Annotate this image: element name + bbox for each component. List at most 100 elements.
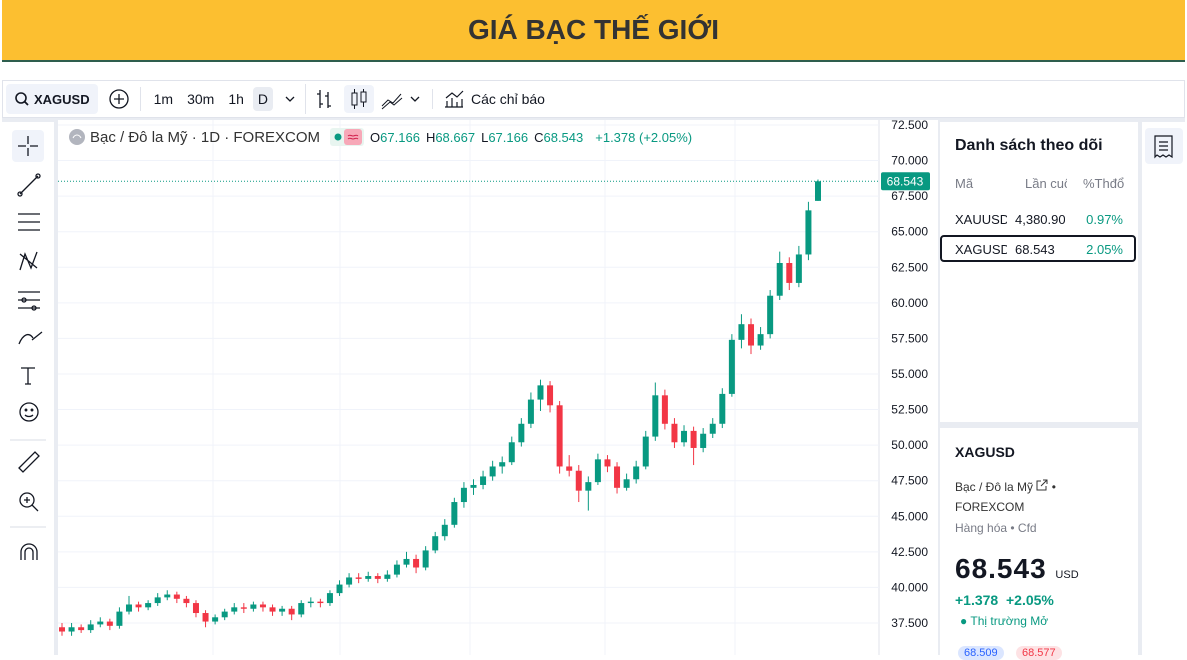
- candle-body: [460, 487, 467, 503]
- symbol-icon: [69, 129, 85, 145]
- candle-body: [317, 601, 324, 604]
- y-tick-label: 72.500: [891, 120, 928, 132]
- chart-type-buttons[interactable]: [305, 84, 404, 114]
- candle-body: [298, 603, 305, 615]
- detail-category-row: Hàng hóa • Cfd: [955, 521, 1037, 535]
- legend-key: L: [481, 129, 489, 145]
- drawing-tools[interactable]: [2, 122, 54, 655]
- candle-body: [728, 339, 735, 394]
- y-tick-label: 52.500: [891, 403, 928, 417]
- indicators-button[interactable]: Các chỉ báo: [432, 89, 545, 109]
- candle-body: [537, 385, 544, 400]
- compare-button[interactable]: [108, 88, 130, 110]
- candle-body: [556, 405, 563, 467]
- candle-body: [202, 613, 209, 622]
- candle-body: [422, 550, 429, 568]
- candle-body: [250, 604, 257, 609]
- external-link-icon[interactable]: [1036, 479, 1048, 491]
- candle-body: [393, 564, 400, 575]
- indicators-label: Các chỉ báo: [471, 91, 545, 107]
- y-tick-label: 47.500: [891, 474, 928, 488]
- header: GIÁ BẠC THẾ GIỚI: [2, 0, 1185, 62]
- interval-button[interactable]: 1m: [153, 91, 174, 107]
- candle-body: [384, 574, 391, 579]
- candle-body: [690, 430, 697, 448]
- watchlist-cell: 68.543: [1015, 242, 1055, 257]
- candle-body: [231, 607, 238, 612]
- y-tick-label: 67.500: [891, 189, 928, 203]
- legend-key: H: [425, 129, 436, 145]
- watchlist-title: Danh sách theo dõi: [955, 137, 1103, 154]
- candle-body: [719, 393, 726, 424]
- candle-body: [518, 423, 525, 443]
- candle-body: [106, 621, 113, 626]
- y-tick-label: 70.000: [891, 154, 928, 168]
- candle-body: [192, 603, 199, 614]
- candle-body: [135, 604, 142, 608]
- candle-body: [173, 594, 180, 599]
- watchlist-cell: 2.05%: [1086, 242, 1123, 257]
- candle-body: [269, 607, 276, 612]
- candle-body: [499, 462, 506, 467]
- symbol-search[interactable]: XAGUSD: [6, 84, 98, 114]
- y-tick-label: 57.500: [891, 331, 928, 345]
- interval-button[interactable]: 1h: [228, 91, 244, 107]
- candle-body: [183, 598, 190, 604]
- candle-body: [374, 576, 381, 579]
- candle-body: [259, 604, 266, 608]
- candle-body: [633, 466, 640, 480]
- candle-body: [671, 423, 678, 443]
- watchlist-cell: XAUUSD: [955, 212, 1007, 227]
- y-tick-label: 50.000: [891, 438, 928, 452]
- candle-body: [489, 466, 496, 477]
- candle-body: [786, 262, 793, 283]
- y-tick-label: 65.000: [891, 225, 928, 239]
- chart-legend: Bạc / Đô la Mỹ · 1D · FOREXCOM O67.166 H6…: [68, 128, 692, 146]
- detail-change-pct: +2.05%: [1006, 592, 1054, 608]
- legend-item: H68.667: [426, 130, 475, 145]
- candle-body: [738, 324, 745, 340]
- y-tick-label: 55.000: [891, 367, 928, 381]
- status-badges: [330, 128, 365, 146]
- candle-body: [585, 482, 592, 491]
- detail-status-row: ● Thị trường Mở: [960, 614, 1049, 628]
- candle-body: [346, 577, 353, 585]
- candle-body: [642, 436, 649, 467]
- symbol: XAGUSD: [34, 91, 90, 107]
- candle-body: [652, 395, 659, 437]
- legend-key: O: [370, 129, 381, 145]
- detail-category: Hàng hóa: [955, 521, 1008, 535]
- drawing-toolbar: [2, 122, 54, 655]
- toolbar: XAGUSD 1m 30m 1h D Các chỉ báo: [2, 80, 1185, 118]
- interval-dropdown[interactable]: [283, 92, 297, 106]
- legend-value: 67.166: [380, 129, 420, 145]
- detail-price-row: 68.543 USD: [955, 553, 1079, 585]
- candle-body: [68, 627, 75, 632]
- ask-pill: 68.577: [1016, 646, 1062, 660]
- legend-value: 68.543: [543, 129, 584, 145]
- detail-exchange: FOREXCOM: [955, 500, 1025, 514]
- watchlist-toggle[interactable]: [1142, 122, 1185, 182]
- candle-body: [59, 627, 65, 632]
- candle-body: [767, 295, 774, 335]
- interval-button[interactable]: 30m: [187, 91, 215, 107]
- candle-body: [125, 604, 132, 612]
- legend-item: O67.166: [370, 130, 420, 145]
- price-chart[interactable]: 37.500 40.000 42.500 45.000 47.500 50.000 52.5…: [58, 120, 938, 655]
- legend-value: 67.166: [488, 129, 529, 145]
- candle-body: [547, 385, 554, 406]
- delay-badge: [344, 129, 363, 145]
- time-grid: [212, 120, 736, 655]
- candle-body: [116, 611, 123, 626]
- legend-value: 68.667: [435, 129, 476, 145]
- chart-type-dropdown[interactable]: [408, 92, 422, 106]
- candle-body: [307, 601, 314, 604]
- indicators-icon: [445, 90, 464, 108]
- candle-body: [709, 423, 716, 434]
- candle-body: [508, 442, 515, 463]
- candle-body: [365, 576, 372, 579]
- detail-symbol: XAGUSD: [955, 444, 1015, 460]
- interval-button[interactable]: D: [252, 87, 274, 111]
- detail-price: 68.543: [955, 553, 1047, 584]
